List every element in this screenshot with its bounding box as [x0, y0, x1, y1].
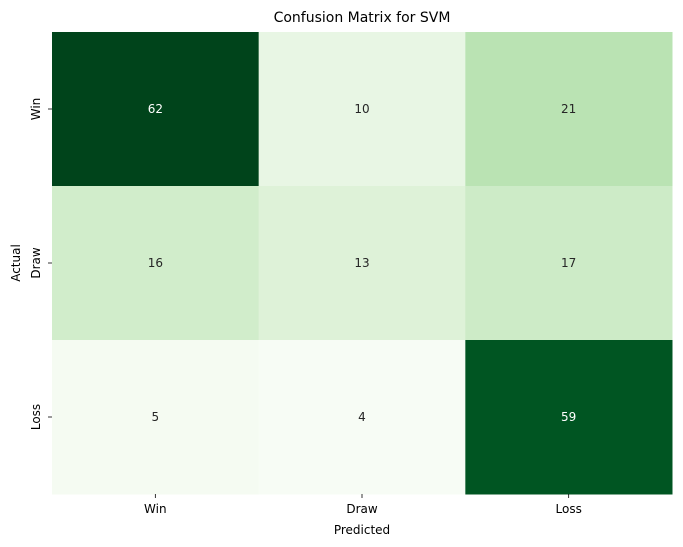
y-axis-label: Actual — [9, 244, 23, 282]
heatmap-cell-0-0 — [52, 32, 260, 187]
heatmap-cell-label-0-1: 10 — [354, 102, 369, 116]
heatmap-cell-label-2-2: 59 — [561, 410, 576, 424]
heatmap-cell-label-0-0: 62 — [148, 102, 163, 116]
chart-title: Confusion Matrix for SVM — [274, 10, 451, 26]
heatmap-cell-label-2-1: 4 — [358, 410, 366, 424]
heatmap-cell-0-2 — [465, 32, 673, 187]
heatmap-cell-2-2 — [465, 340, 673, 495]
heatmap-cell-label-1-1: 13 — [354, 256, 369, 270]
heatmap-cell-label-1-2: 17 — [561, 256, 576, 270]
y-tick-label-0: Win — [29, 98, 43, 121]
heatmap-cell-1-1 — [258, 186, 466, 341]
heatmap-cell-2-0 — [52, 340, 260, 495]
x-tick-label-0: Win — [144, 502, 167, 516]
y-axis-ticks: Win Draw Loss — [29, 98, 52, 430]
x-tick-label-2: Loss — [556, 502, 582, 516]
heatmap-cell-label-2-0: 5 — [152, 410, 160, 424]
y-tick-label-1: Draw — [29, 247, 43, 279]
heatmap-cell-1-0 — [52, 186, 260, 341]
heatmap-cell-label-0-2: 21 — [561, 102, 576, 116]
heatmap-cell-2-1 — [258, 340, 466, 495]
heatmap-cell-labels: 62 10 21 16 13 17 5 4 59 — [148, 102, 577, 424]
y-tick-label-2: Loss — [29, 404, 43, 430]
heatmap-cells — [52, 32, 673, 495]
heatmap-cell-0-1 — [258, 32, 466, 187]
x-axis-label: Predicted — [334, 523, 390, 537]
heatmap-cell-1-2 — [465, 186, 673, 341]
x-axis-ticks: Win Draw Loss — [144, 494, 582, 516]
heatmap-cell-label-1-0: 16 — [148, 256, 163, 270]
x-tick-label-1: Draw — [346, 502, 378, 516]
